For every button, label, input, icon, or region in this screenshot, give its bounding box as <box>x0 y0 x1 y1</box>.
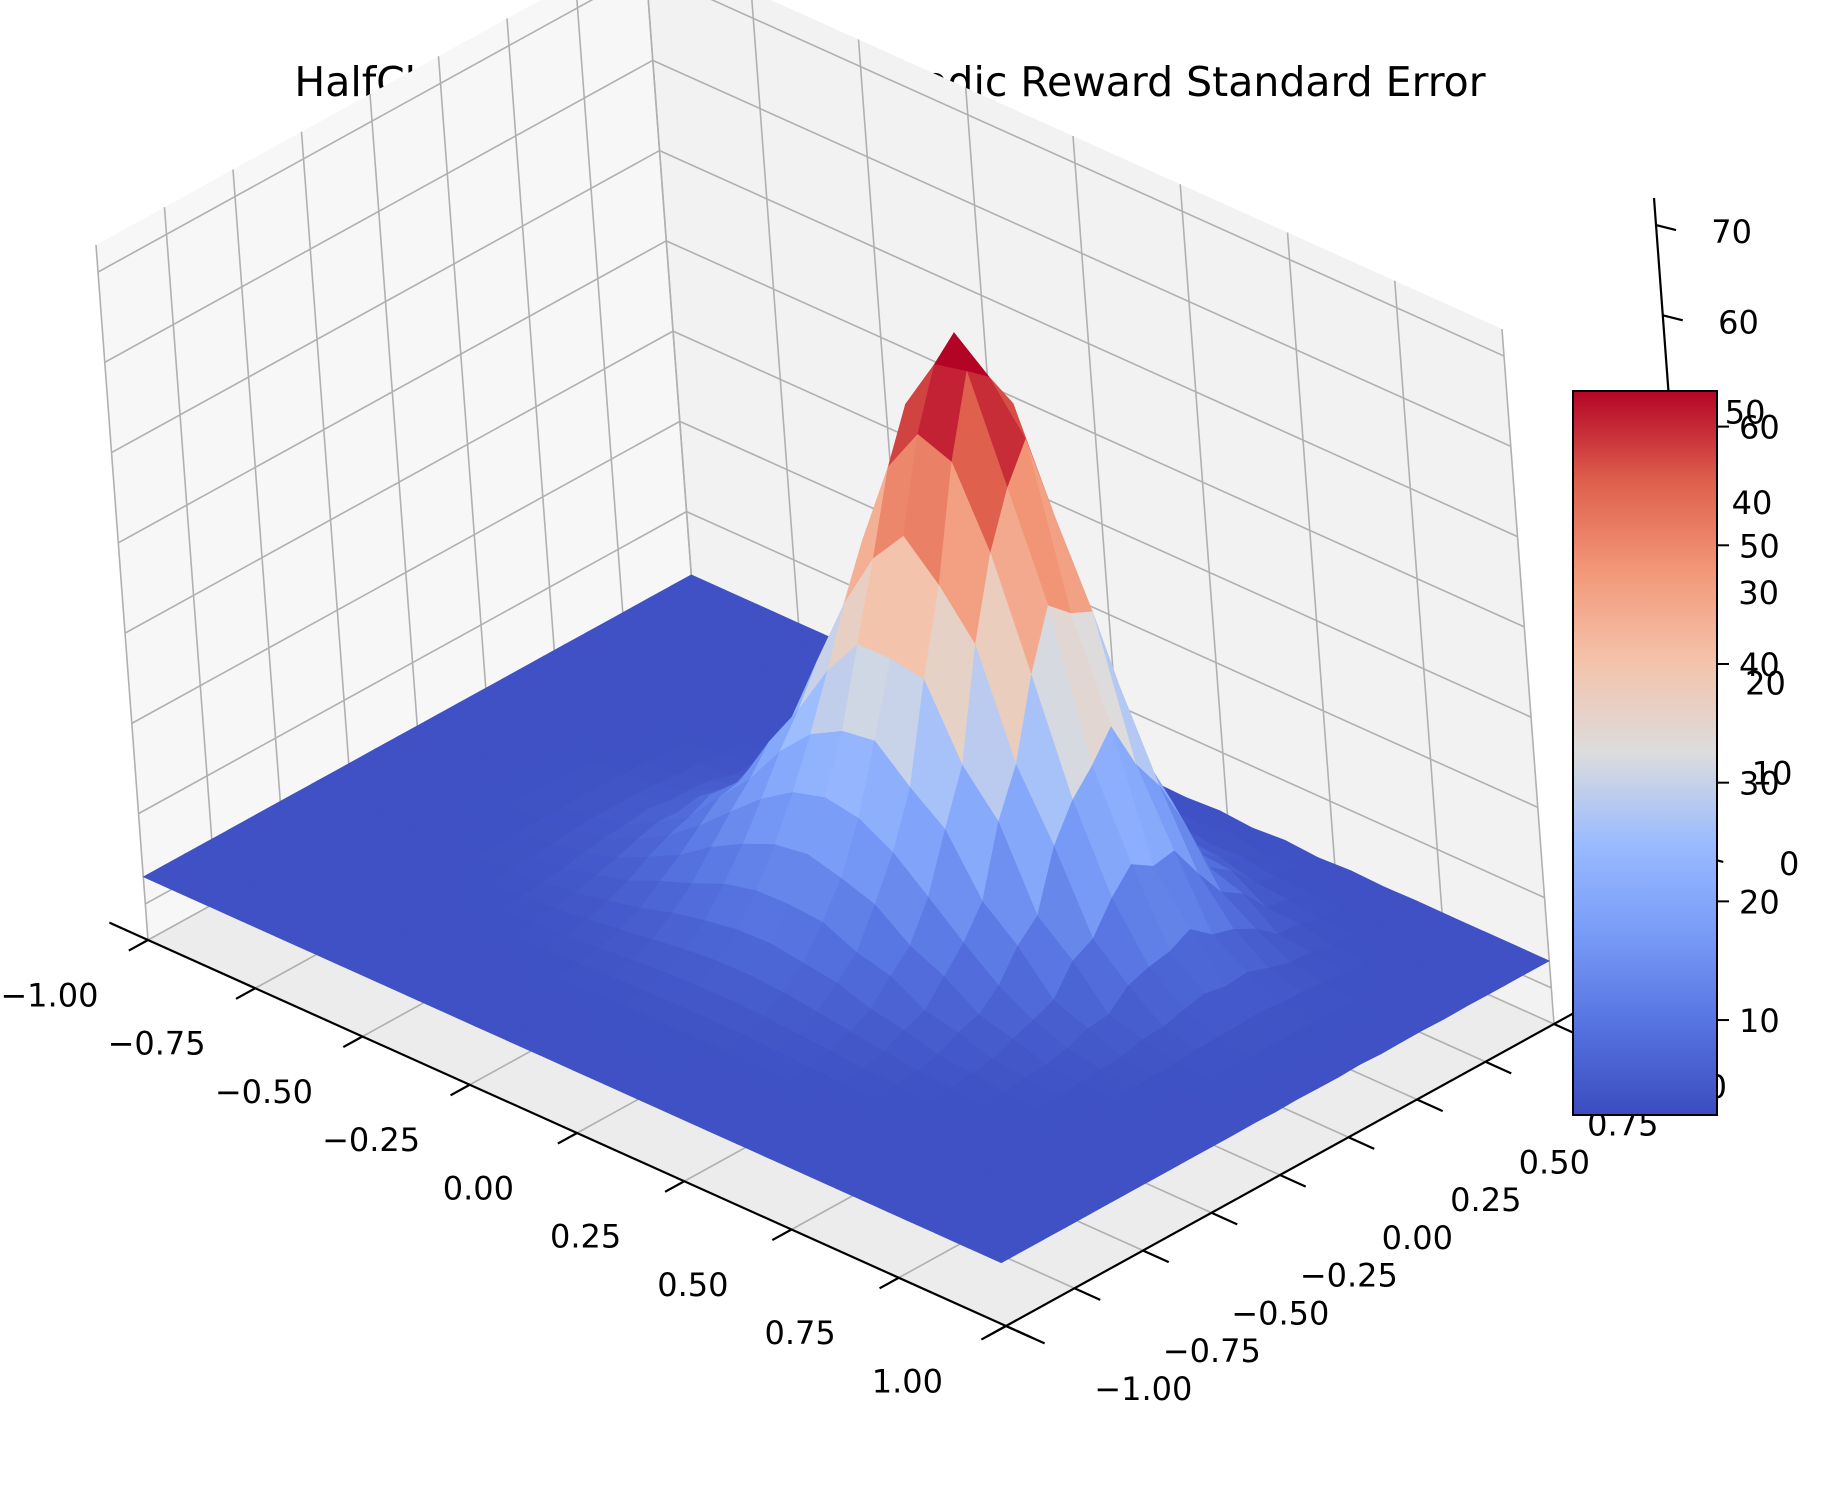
x-tick-label: −0.75 <box>108 1025 206 1063</box>
surface-mesh <box>142 331 1550 1264</box>
x-tick-label: 0.00 <box>443 1169 514 1207</box>
x-tick-label: −0.50 <box>215 1073 313 1111</box>
surface-facet <box>967 1236 1023 1264</box>
z-tick-label: 30 <box>1738 574 1779 612</box>
gridline <box>97 0 594 273</box>
y-tick-label: −0.75 <box>1163 1332 1261 1370</box>
gridline <box>1286 232 1341 928</box>
gridline <box>124 330 674 634</box>
gridline <box>1393 280 1448 976</box>
y-tick <box>1142 1249 1170 1264</box>
z-tick <box>1662 314 1684 322</box>
y-tick <box>1005 1324 1033 1339</box>
x-tick-label: 0.50 <box>657 1266 728 1304</box>
x-tick <box>879 1276 900 1290</box>
y-tick <box>1074 1287 1101 1301</box>
colorbar-tick-label: 60 <box>1739 409 1780 447</box>
tick-labels: −1.00−0.75−0.50−0.250.000.250.500.751.00… <box>0 213 1799 1408</box>
gridline <box>751 0 805 687</box>
gridline <box>163 207 218 903</box>
colorbar-tick-label: 30 <box>1739 765 1780 803</box>
z-tick-label: 40 <box>1732 484 1773 522</box>
gridline <box>659 149 1518 538</box>
x-tick <box>771 1228 793 1242</box>
y-tick-label: 0.50 <box>1519 1143 1590 1181</box>
y-tick <box>1211 1211 1238 1226</box>
colorbar-body <box>1572 390 1718 1116</box>
gridline <box>506 18 560 714</box>
z-tick-label: 20 <box>1745 664 1786 702</box>
y-tick <box>1416 1098 1444 1113</box>
y-tick <box>1485 1060 1512 1075</box>
gridline <box>104 59 654 364</box>
x-tick-label: 0.75 <box>764 1314 835 1352</box>
x-tick-label: −1.00 <box>0 976 98 1014</box>
x-tick <box>342 1035 364 1049</box>
y-tick-label: 0.25 <box>1450 1181 1521 1219</box>
gridline <box>672 330 1532 718</box>
gridline <box>111 149 660 454</box>
gridline <box>652 59 1512 448</box>
x-tick <box>128 939 149 952</box>
y-tick <box>1279 1173 1307 1188</box>
z-tick <box>1655 224 1677 232</box>
x-tick <box>235 987 256 1000</box>
y-tick-label: 0.00 <box>1382 1219 1453 1257</box>
colorbar-tick-label: 50 <box>1739 527 1780 565</box>
x-tick-label: 1.00 <box>872 1362 943 1400</box>
gridline <box>710 0 1505 357</box>
gridline <box>117 240 667 544</box>
gridline <box>232 169 286 865</box>
z-tick-label: 0 <box>1779 845 1799 883</box>
gridline <box>1179 184 1234 880</box>
x-tick <box>664 1180 685 1193</box>
z-tick-label: 60 <box>1718 303 1759 341</box>
z-tick-label: 10 <box>1752 755 1793 793</box>
y-tick <box>1348 1136 1375 1150</box>
x-tick <box>986 1325 1007 1338</box>
gridline <box>1501 328 1555 1025</box>
colorbar-tick-label: 20 <box>1739 883 1780 921</box>
y-tick-label: −1.00 <box>1094 1370 1192 1408</box>
y-tick-label: −0.50 <box>1231 1294 1329 1332</box>
gridline <box>576 0 629 676</box>
colorbar-tick-label: 40 <box>1739 646 1780 684</box>
y-tick-label: −0.25 <box>1300 1257 1398 1295</box>
colorbar-tick-label: 10 <box>1739 1002 1780 1040</box>
gridline <box>131 420 681 725</box>
z-tick-label: 70 <box>1711 213 1752 251</box>
gridline <box>138 510 687 815</box>
x-tick <box>557 1132 578 1145</box>
gridline <box>665 240 1525 628</box>
x-tick <box>450 1083 471 1097</box>
gridline <box>647 0 697 639</box>
gridline <box>437 56 492 752</box>
x-tick-label: −0.25 <box>322 1121 420 1159</box>
gridline <box>95 244 149 941</box>
x-tick-label: 0.25 <box>550 1218 621 1256</box>
gridline <box>679 420 1539 809</box>
z-tick-label: 50 <box>1725 394 1766 432</box>
gridline <box>369 93 423 790</box>
gridline <box>300 131 355 827</box>
